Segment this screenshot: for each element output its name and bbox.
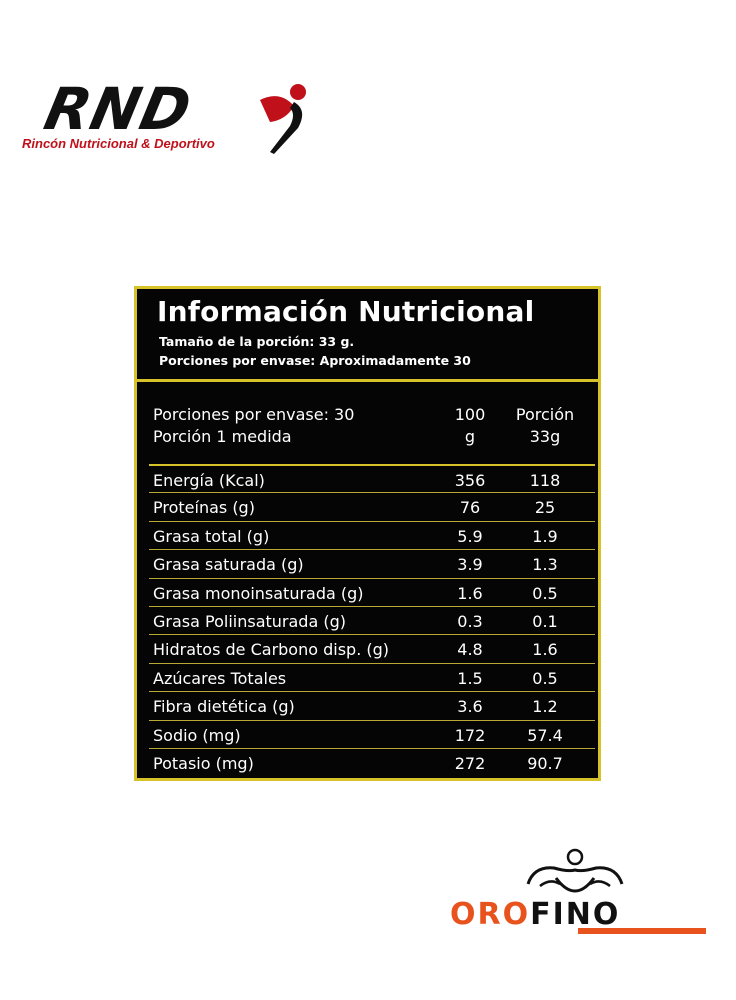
table-row: Sodio (mg) 172 57.4 (149, 719, 595, 748)
rnd-logo: RND Rincón Nutricional & Deportivo (18, 75, 318, 170)
orofino-part2: FINO (530, 897, 621, 932)
value-per-100g: 356 (454, 471, 486, 490)
nutrient-label: Grasa Poliinsaturada (g) (153, 611, 346, 631)
value-per-100g: 76 (459, 498, 481, 518)
value-per-serving: 0.5 (532, 583, 558, 603)
serving-size: Tamaño de la porción: 33 g. (159, 334, 355, 349)
nutrient-label: Sodio (mg) (153, 725, 241, 745)
value-per-serving: 25 (534, 498, 556, 518)
value-per-100g: 4.8 (457, 640, 483, 660)
column-header-serving-line2: 33g (529, 427, 561, 446)
value-per-100g: 172 (454, 725, 486, 745)
column-header-label-2: Porción 1 medida (153, 427, 292, 446)
value-per-100g: 5.9 (457, 526, 483, 546)
table-row: Grasa saturada (g) 3.9 1.3 (149, 549, 595, 577)
orofino-part1: ORO (450, 897, 531, 932)
nutrient-label: Grasa total (g) (153, 526, 270, 546)
value-per-serving: 1.9 (532, 526, 558, 546)
table-row: Fibra dietética (g) 3.6 1.2 (149, 691, 595, 719)
servings-per-container: Porciones por envase: Aproximadamente 30 (159, 353, 471, 368)
nutrient-table: Energía (Kcal) 356 118 Proteínas (g) 76 25 G… (149, 464, 595, 776)
value-per-serving: 0.1 (532, 611, 558, 631)
orofino-tagline-bar (578, 928, 706, 934)
value-per-100g: 272 (454, 753, 486, 773)
value-per-100g: 1.5 (457, 668, 483, 688)
value-per-serving: 90.7 (527, 753, 563, 773)
nutrient-label: Grasa saturada (g) (153, 555, 304, 575)
value-per-100g: 1.6 (457, 583, 483, 603)
orofino-logo: OROFINO (450, 848, 712, 938)
value-per-100g: 3.9 (457, 555, 483, 575)
table-row: Grasa total (g) 5.9 1.9 (149, 520, 595, 549)
value-per-serving: 1.2 (532, 697, 558, 717)
rnd-tagline: Rincón Nutricional & Deportivo (22, 136, 215, 151)
table-row: Hidratos de Carbono disp. (g) 4.8 1.6 (149, 634, 595, 662)
column-header-label-1: Porciones por envase: 30 (153, 405, 355, 424)
nutrient-label: Potasio (mg) (153, 753, 254, 773)
nutrient-label: Energía (Kcal) (153, 471, 265, 490)
orofino-wordmark: OROFINO (450, 900, 620, 930)
column-header-per100-line2: g (464, 427, 476, 446)
table-row: Grasa Poliinsaturada (g) 0.3 0.1 (149, 605, 595, 634)
value-per-serving: 1.6 (532, 640, 558, 660)
value-per-serving: 57.4 (527, 725, 563, 745)
nutrient-label: Azúcares Totales (153, 668, 287, 688)
table-row: Proteínas (g) 76 25 (149, 492, 595, 520)
rnd-logo-text: RND (38, 75, 198, 143)
runner-icon (260, 84, 306, 154)
value-per-100g: 0.3 (457, 611, 483, 631)
value-per-serving: 118 (529, 471, 561, 490)
value-per-serving: 0.5 (532, 668, 558, 688)
table-row: Grasa monoinsaturada (g) 1.6 0.5 (149, 577, 595, 606)
panel-title: Información Nutricional (157, 295, 535, 328)
nutrient-label: Grasa monoinsaturada (g) (153, 583, 364, 603)
column-header-serving-line1: Porción (515, 405, 575, 424)
bodybuilder-icon (526, 848, 624, 893)
nutrient-label: Hidratos de Carbono disp. (g) (153, 640, 390, 660)
table-row: Azúcares Totales 1.5 0.5 (149, 662, 595, 691)
value-per-100g: 3.6 (457, 697, 483, 717)
value-per-serving: 1.3 (532, 555, 558, 575)
nutrient-label: Fibra dietética (g) (153, 697, 295, 717)
nutrition-panel-header: Información Nutricional Tamaño de la por… (137, 289, 598, 382)
nutrient-label: Proteínas (g) (153, 498, 255, 518)
table-row: Potasio (mg) 272 90.7 (149, 747, 595, 776)
column-header-per100-line1: 100 (454, 405, 486, 424)
table-row: Energía (Kcal) 356 118 (149, 464, 595, 492)
nutrition-panel: Información Nutricional Tamaño de la por… (134, 286, 601, 781)
